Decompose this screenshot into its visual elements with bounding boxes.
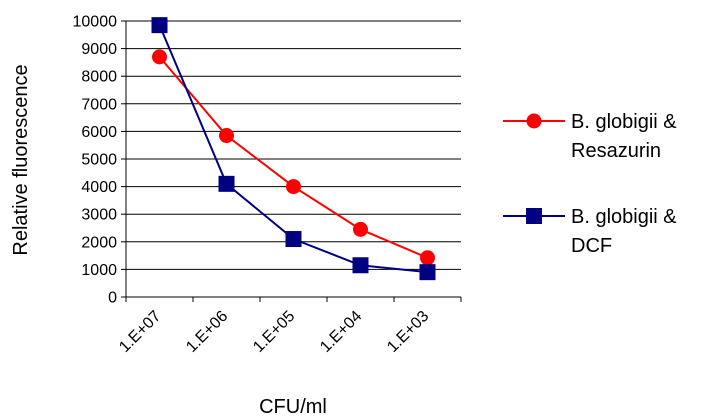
gridlines bbox=[126, 20, 461, 270]
series-line bbox=[158, 56, 428, 259]
legend-label: B. globigii & DCF bbox=[571, 206, 677, 257]
y-tick-label: 0 bbox=[108, 290, 117, 307]
y-tick-label: 10000 bbox=[73, 14, 118, 31]
data-point-marker bbox=[152, 49, 167, 65]
legend-label-line: Resazurin bbox=[571, 140, 661, 162]
legend-label: B. globigii & Resazurin bbox=[571, 111, 677, 162]
legend-label-line: B. globigii & bbox=[571, 206, 677, 228]
x-tick-label: 1.E+04 bbox=[317, 308, 365, 356]
data-point-marker bbox=[420, 250, 435, 266]
data-point-marker bbox=[219, 128, 234, 144]
data-point-marker bbox=[218, 175, 235, 192]
y-tick-label: 9000 bbox=[81, 41, 117, 58]
x-axis-title: CFU/ml bbox=[259, 396, 327, 418]
series-layer bbox=[151, 17, 436, 281]
legend: B. globigii & Resazurin B. globigii & DCF bbox=[503, 111, 677, 257]
x-axis-ticks: 1.E+07 1.E+06 1.E+05 1.E+04 1.E+03 bbox=[116, 297, 462, 356]
y-axis-ticks: 0 1000 2000 3000 4000 5000 6000 7000 8000 9000 100… bbox=[73, 14, 126, 307]
y-tick-label: 5000 bbox=[81, 152, 117, 169]
data-point-marker bbox=[419, 264, 436, 281]
y-tick-label: 7000 bbox=[81, 96, 117, 113]
y-tick-label: 8000 bbox=[81, 69, 117, 86]
y-axis-title: Relative fluorescence bbox=[10, 64, 32, 255]
data-point-marker bbox=[352, 257, 369, 274]
y-tick-label: 4000 bbox=[81, 179, 117, 196]
data-point-marker bbox=[286, 179, 301, 195]
y-tick-label: 6000 bbox=[81, 124, 117, 141]
y-tick-label: 1000 bbox=[81, 262, 117, 279]
data-point-marker bbox=[353, 221, 368, 237]
data-point-marker bbox=[526, 208, 542, 224]
data-point-marker bbox=[285, 231, 302, 248]
x-tick-label: 1.E+07 bbox=[116, 308, 164, 356]
legend-label-line: DCF bbox=[571, 235, 612, 257]
x-tick-label: 1.E+05 bbox=[250, 308, 298, 356]
data-point-marker bbox=[526, 113, 542, 129]
data-point-marker bbox=[151, 17, 168, 34]
y-tick-label: 2000 bbox=[81, 234, 117, 251]
y-tick-label: 3000 bbox=[81, 207, 117, 224]
legend-label-line: B. globigii & bbox=[571, 111, 677, 133]
x-tick-label: 1.E+03 bbox=[384, 308, 432, 356]
x-tick-label: 1.E+06 bbox=[183, 308, 231, 356]
